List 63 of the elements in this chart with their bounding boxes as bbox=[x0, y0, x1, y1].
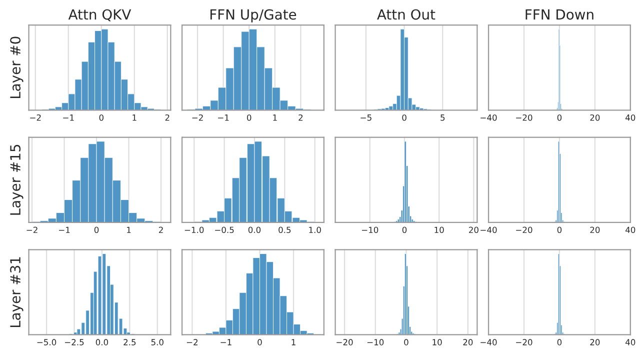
x-tick-label: −2.5 bbox=[65, 339, 84, 346]
x-tick-label: 0 bbox=[258, 339, 262, 346]
x-tick-label: −1 bbox=[63, 114, 74, 121]
x-tick-label: 0 bbox=[557, 339, 562, 346]
x-tick-label: 5 bbox=[440, 114, 445, 121]
x-tick-label: 40 bbox=[626, 339, 636, 346]
chart-title: FFN Up/Gate bbox=[210, 9, 296, 22]
x-tick-label: −10 bbox=[367, 339, 384, 346]
x-tick-label: 0 bbox=[402, 114, 406, 121]
x-tick-label: 20 bbox=[469, 226, 478, 234]
x-tick-label: 20 bbox=[590, 114, 600, 121]
x-tick-label: 0 bbox=[404, 339, 408, 346]
x-tick-label: 40 bbox=[626, 226, 636, 234]
x-tick-label: 1 bbox=[132, 114, 136, 121]
x-tick-label: 10 bbox=[432, 339, 442, 346]
x-tick-label: 0 bbox=[94, 226, 99, 234]
x-tick-label: 0 bbox=[402, 226, 407, 234]
y-axis-title: Layer #0 bbox=[10, 36, 24, 98]
x-tick-label: −1 bbox=[218, 114, 229, 121]
x-tick-label: −1 bbox=[59, 226, 70, 233]
x-tick-label: 2 bbox=[165, 114, 170, 121]
y-axis-title: Layer #15 bbox=[10, 144, 24, 215]
x-tick-label: −20 bbox=[516, 114, 532, 121]
x-tick-label: 0 bbox=[557, 226, 562, 234]
x-tick-label: 0.5 bbox=[278, 226, 291, 234]
x-tick-label: 10 bbox=[434, 226, 444, 234]
x-tick-label: −5 bbox=[360, 114, 372, 121]
x-tick-label: 0.0 bbox=[96, 339, 108, 346]
chart-title: FFN Down bbox=[526, 9, 594, 20]
x-tick-label: −40 bbox=[480, 339, 497, 346]
chart-title: Attn Out bbox=[377, 9, 436, 20]
x-tick-label: −20 bbox=[516, 226, 532, 234]
x-tick-label: −2 bbox=[186, 339, 198, 346]
x-tick-label: −2 bbox=[192, 114, 203, 121]
y-axis-title: Layer #31 bbox=[10, 257, 24, 328]
x-tick-label: −5.0 bbox=[37, 339, 56, 346]
x-tick-label: 1 bbox=[292, 339, 296, 346]
chart-title: Attn QKV bbox=[68, 9, 132, 22]
x-tick-label: −0.5 bbox=[215, 226, 234, 234]
x-tick-label: 0 bbox=[557, 114, 562, 121]
x-tick-label: −1.0 bbox=[184, 226, 204, 234]
x-tick-label: 1 bbox=[127, 226, 131, 233]
x-tick-label: 2 bbox=[158, 226, 163, 233]
x-tick-label: −40 bbox=[480, 114, 497, 121]
x-tick-label: −20 bbox=[516, 339, 532, 346]
x-tick-label: −20 bbox=[336, 339, 353, 346]
x-tick-label: 2.5 bbox=[124, 339, 136, 346]
x-tick-label: 1.0 bbox=[309, 226, 321, 234]
x-tick-label: −2 bbox=[26, 226, 38, 233]
x-tick-label: 20 bbox=[590, 226, 600, 234]
x-tick-label: 1 bbox=[273, 114, 277, 121]
x-tick-label: 2 bbox=[298, 114, 303, 121]
x-tick-label: −1 bbox=[220, 339, 232, 346]
x-tick-label: −2 bbox=[30, 114, 41, 121]
x-tick-label: 0 bbox=[247, 114, 252, 121]
x-tick-label: 0.0 bbox=[248, 226, 261, 234]
x-tick-label: 20 bbox=[463, 339, 473, 346]
x-tick-label: −40 bbox=[480, 226, 497, 234]
x-tick-label: 40 bbox=[626, 114, 636, 121]
x-tick-label: −10 bbox=[362, 226, 378, 234]
x-tick-label: 5.0 bbox=[151, 339, 164, 346]
x-tick-label: 20 bbox=[590, 339, 600, 346]
x-tick-label: 0 bbox=[99, 114, 104, 121]
